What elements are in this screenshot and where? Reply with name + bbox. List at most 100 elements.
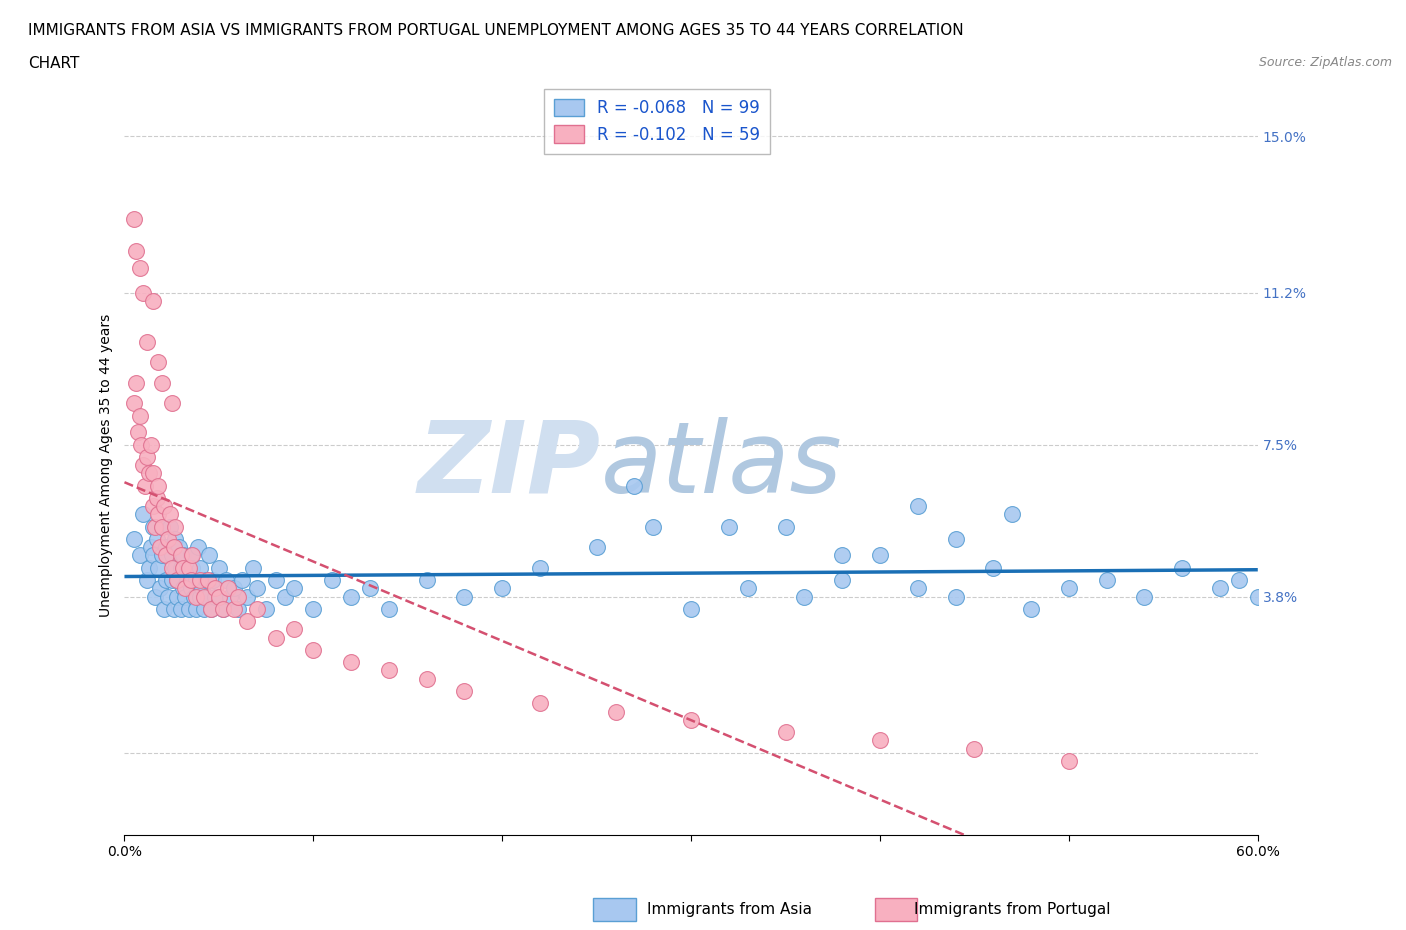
Point (128, 408, 150, 423)
Point (215, 573, 238, 588)
Point (217, 581, 239, 596)
Point (127, 425, 149, 440)
Point (181, 548, 204, 563)
Point (143, 519, 166, 534)
Point (188, 573, 211, 588)
Point (415, 573, 437, 588)
Point (1209, 581, 1232, 596)
Point (208, 589, 231, 604)
Point (159, 519, 181, 534)
Point (128, 548, 150, 563)
Point (907, 581, 929, 596)
Point (165, 532, 187, 547)
Point (162, 602, 184, 617)
Point (165, 561, 187, 576)
Point (193, 589, 215, 604)
Point (1247, 589, 1270, 604)
Point (170, 561, 193, 576)
Point (681, 712, 703, 727)
Point (529, 561, 551, 576)
Point (1057, 581, 1080, 596)
Point (150, 548, 173, 563)
Point (143, 589, 166, 604)
Point (246, 602, 269, 617)
Point (142, 293, 165, 308)
Point (197, 589, 219, 604)
Point (737, 581, 759, 596)
Point (138, 561, 160, 576)
Point (172, 548, 194, 563)
Point (1133, 589, 1156, 604)
Point (283, 622, 305, 637)
Point (204, 581, 226, 596)
Point (378, 663, 401, 678)
Point (162, 539, 184, 554)
Point (264, 631, 287, 645)
Point (177, 561, 200, 576)
Point (155, 548, 177, 563)
Point (166, 573, 188, 588)
Point (831, 573, 853, 588)
Point (242, 561, 264, 576)
Point (156, 532, 179, 547)
Point (150, 519, 173, 534)
Point (186, 602, 208, 617)
Point (187, 539, 209, 554)
Point (132, 458, 155, 472)
Point (150, 376, 173, 391)
Point (149, 581, 172, 596)
Point (167, 539, 190, 554)
Point (321, 573, 343, 588)
Point (453, 589, 475, 604)
Point (186, 589, 208, 604)
Point (174, 581, 197, 596)
Y-axis label: Unemployment Among Ages 35 to 44 years: Unemployment Among Ages 35 to 44 years (100, 313, 114, 617)
Point (231, 573, 253, 588)
Point (359, 581, 381, 596)
Point (283, 581, 305, 596)
Point (125, 376, 148, 391)
Point (160, 573, 183, 588)
Point (174, 589, 197, 604)
Point (188, 589, 211, 604)
Point (211, 602, 233, 617)
Point (166, 589, 188, 604)
Point (775, 724, 797, 739)
Point (159, 507, 181, 522)
Point (122, 211, 145, 226)
Point (1095, 573, 1118, 588)
Point (160, 561, 183, 576)
Legend: R = -0.068   N = 99, R = -0.102   N = 59: R = -0.068 N = 99, R = -0.102 N = 59 (544, 89, 770, 153)
Text: Immigrants from Portugal: Immigrants from Portugal (914, 902, 1111, 917)
Point (340, 655, 363, 670)
Point (793, 589, 815, 604)
Point (149, 539, 172, 554)
Point (122, 532, 145, 547)
Point (340, 589, 363, 604)
Point (1057, 753, 1080, 768)
Point (136, 573, 159, 588)
Point (186, 573, 208, 588)
Point (150, 519, 173, 534)
Point (153, 498, 176, 513)
Text: Immigrants from Asia: Immigrants from Asia (647, 902, 811, 917)
Point (717, 519, 740, 534)
Point (222, 581, 245, 596)
Point (200, 602, 222, 617)
Text: CHART: CHART (28, 56, 80, 71)
Point (219, 589, 242, 604)
Point (1171, 561, 1194, 576)
Point (180, 548, 202, 563)
Point (254, 602, 277, 617)
Point (170, 602, 193, 617)
Point (246, 581, 269, 596)
Point (264, 573, 287, 588)
Point (128, 260, 150, 275)
Point (529, 696, 551, 711)
Point (415, 671, 437, 686)
Point (155, 539, 177, 554)
Point (136, 449, 159, 464)
Point (125, 244, 148, 259)
Point (139, 539, 162, 554)
Point (491, 581, 513, 596)
